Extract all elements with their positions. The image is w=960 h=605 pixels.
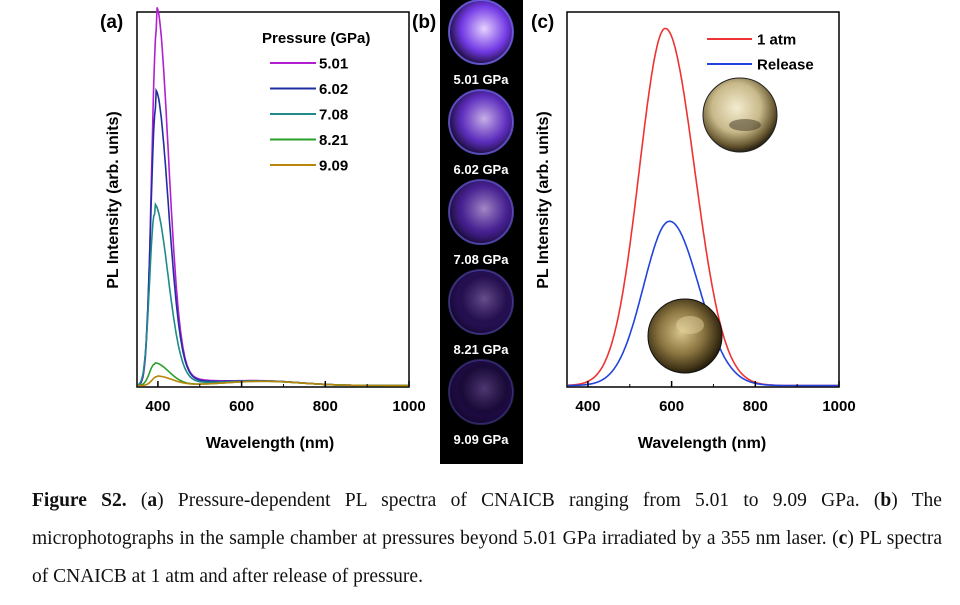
sample-photo-8.21-GPa: [448, 269, 514, 335]
panel-b: (b) 5.01 GPa 6.02 GPa 7.08 GPa 8.21 GPa 9.09…: [412, 0, 523, 464]
figure: (a) Pressure (GPa) 5.01 6.02 7.08 8.21 9.09 …: [100, 0, 856, 464]
panel-a-frame: [136, 11, 410, 388]
panel-a-xlabel: Wavelength (nm): [206, 435, 334, 452]
caption-c-label: c: [838, 528, 848, 549]
series-line-Release: [567, 220, 839, 387]
sample-photo-6.02-GPa: [448, 89, 514, 155]
panel-a-ylabel: PL Intensity (arb. units): [105, 111, 122, 289]
panel-c-legend: 1 atm Release: [707, 32, 814, 74]
figure-caption: Figure S2. (a) Pressure-dependent PL spe…: [32, 490, 942, 587]
photo-label-6.02-GPa: 6.02 GPa: [454, 162, 510, 177]
legend-label-9.09: 9.09: [319, 158, 348, 175]
panel-b-photos: 5.01 GPa 6.02 GPa 7.08 GPa 8.21 GPa 9.09 GPa: [448, 0, 514, 447]
series-line-7.08: [137, 201, 409, 387]
x-tick-label-1000: 1000: [392, 398, 425, 415]
sample-photo-release: [647, 298, 723, 374]
sample-photo-7.08-GPa: [448, 179, 514, 245]
x-tick-label-600: 600: [659, 398, 684, 415]
panel-a: (a) Pressure (GPa) 5.016.027.088.219.09 …: [100, 7, 426, 452]
panel-c-label: (c): [531, 12, 554, 33]
panel-a-curves: [137, 7, 409, 387]
caption-a-text: Pressure-dependent PL spectra of CNAICB …: [163, 490, 881, 511]
x-tick-label-600: 600: [229, 398, 254, 415]
photo-label-9.09-GPa: 9.09 GPa: [454, 432, 510, 447]
legend-label-1-atm: 1 atm: [757, 32, 796, 49]
panel-a-legend: 5.01 6.02 7.08 8.21 9.09: [270, 56, 348, 175]
sample-photo-9.09-GPa: [448, 359, 514, 425]
x-tick-label-800: 800: [743, 398, 768, 415]
caption-a-label: a: [147, 490, 158, 511]
legend-label-Release: Release: [757, 57, 814, 74]
x-tick-label-800: 800: [313, 398, 338, 415]
x-tick-label-1000: 1000: [822, 398, 855, 415]
panel-c-ylabel: PL Intensity (arb. units): [535, 111, 552, 289]
series-line-6.02: [137, 87, 409, 387]
caption-b-text: ) The microphotographs in the sample cha…: [32, 490, 942, 549]
legend-label-7.08: 7.08: [319, 107, 348, 124]
panel-b-label: (b): [412, 12, 436, 33]
legend-label-8.21: 8.21: [319, 132, 348, 149]
caption-figure-label: Figure S2.: [32, 490, 127, 511]
sample-photo-1atm: [702, 77, 778, 153]
sample-photo-release-highlight: [676, 316, 704, 334]
series-line-9.09: [137, 375, 409, 387]
panel-a-x-ticks: 400 600 800 1000: [145, 381, 426, 415]
photo-label-5.01-GPa: 5.01 GPa: [454, 72, 510, 87]
panel-c: (c) 1 atm Release 400 600 800 1000 Wavelengt…: [531, 11, 856, 452]
photo-label-7.08-GPa: 7.08 GPa: [454, 252, 510, 267]
panel-a-legend-title: Pressure (GPa): [262, 30, 370, 47]
legend-label-6.02: 6.02: [319, 81, 348, 98]
legend-label-5.01: 5.01: [319, 56, 348, 73]
x-tick-label-400: 400: [145, 398, 170, 415]
photo-label-8.21-GPa: 8.21 GPa: [454, 342, 510, 357]
caption-b-label: b: [880, 490, 892, 511]
panel-c-xlabel: Wavelength (nm): [638, 435, 766, 452]
panel-c-curves: [567, 27, 839, 387]
x-tick-label-400: 400: [575, 398, 600, 415]
sample-photo-5.01-GPa: [448, 0, 514, 65]
panel-c-x-ticks: 400 600 800 1000: [575, 381, 856, 415]
sample-photo-1atm-shadow: [729, 119, 761, 131]
caption-c-text: ) PL spectra of CNAICB at 1 atm and afte…: [32, 528, 942, 587]
panel-a-label: (a): [100, 12, 123, 33]
panel-c-frame: [566, 11, 840, 388]
